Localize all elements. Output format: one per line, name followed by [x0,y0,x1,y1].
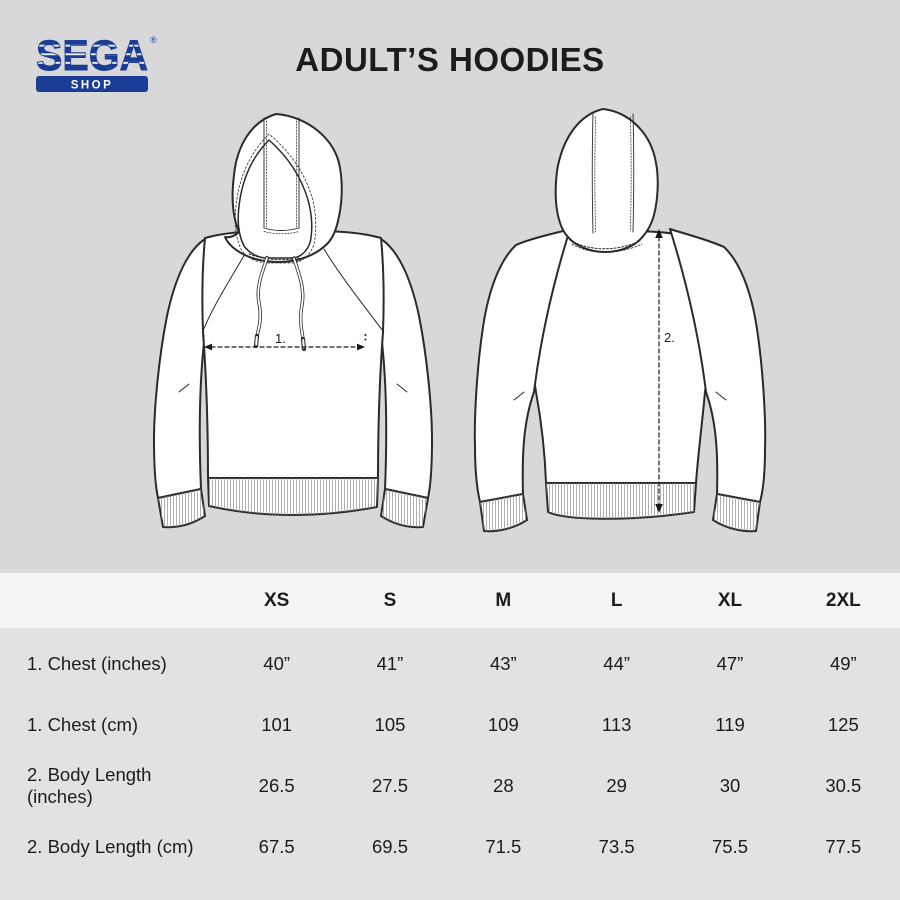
cell-value: 47” [716,652,744,674]
drawstring-aglet-core [255,336,258,346]
back-hem-ribbing [546,483,696,519]
shop-badge-label: SHOP [71,80,114,92]
cell-value: 101 [261,713,293,735]
collar-stitch [571,243,643,253]
table-row-length-cm: 2. Body Length (cm) 67.5 69.5 71.5 73.5 … [0,816,900,877]
cell-value: 49” [829,652,857,674]
size-col-header-xl: XL [717,589,743,611]
size-col-header-2xl: 2XL [825,589,861,611]
front-body [201,230,385,479]
elbow-crease [513,391,525,401]
cell-value: 28 [493,774,514,796]
size-table-header: XS S M L XL 2XL [0,573,900,628]
drawstring-aglet-core [302,339,305,349]
row-label: 2. Body Length (inches) [27,763,152,807]
cell-value: 29 [606,774,627,796]
row-label: 1. Chest (inches) [27,652,167,674]
row-label: 1. Chest (cm) [27,713,139,735]
elbow-crease [715,391,727,401]
cell-value: 105 [374,713,406,735]
raglan-seam [323,248,384,332]
cell-value: 69.5 [371,835,408,857]
sega-shop-logo: SEGA ® SHOP [36,26,186,98]
cell-value: 30.5 [825,774,862,796]
seam-dot [364,338,367,341]
hoodie-front-diagram: 1. [148,110,438,550]
cuff-ribbing [480,494,527,532]
cell-value: 41” [376,652,404,674]
chest-measure-label: 1. [275,331,286,346]
cell-value: 26.5 [258,774,295,796]
hood-opening-stitch [234,133,317,264]
elbow-crease [396,383,408,393]
size-col-header-s: S [383,589,397,611]
hoodie-front-drawing: 1. [153,113,433,529]
seam-dot [202,339,205,342]
front-left-sleeve [153,238,206,499]
cell-value: 43” [489,652,517,674]
cell-value: 44” [603,652,631,674]
size-col-header-l: L [610,589,623,611]
cell-value: 109 [487,713,519,735]
hood-panel-stitch [594,116,596,233]
registered-trademark: ® [150,35,157,45]
cell-value: 75.5 [711,835,748,857]
elbow-crease [178,383,190,393]
arrowhead-down [655,504,663,513]
arrowhead-left [204,343,212,351]
front-right-sleeve [380,238,433,499]
raglan-seam [202,253,246,332]
sega-wordmark: SEGA [36,32,148,80]
page-title: ADULT’S HOODIES [295,41,605,78]
cell-value: 40” [263,652,291,674]
table-row-chest-cm: 1. Chest (cm) 101 105 109 113 119 125 [0,694,900,755]
cuff-ribbing [381,489,428,528]
seam-dot [364,334,367,336]
hood-panel-bottom [263,227,300,231]
hood-panel-seam [591,113,594,234]
collar-stitch [250,257,302,263]
cell-value: 77.5 [825,835,862,857]
cuff-ribbing [713,494,760,532]
seam-dot [202,335,205,337]
hood-opening [237,139,313,259]
cell-value: 67.5 [258,835,295,857]
drawstring-core [256,257,268,337]
cell-value: 119 [715,713,745,735]
cuff-ribbing [158,489,205,528]
front-hem-ribbing [208,478,378,516]
hood-panel-seam [632,113,635,233]
hoodie-back-diagram: 2. [470,105,770,550]
cell-value: 73.5 [598,835,635,857]
size-col-header-xs: XS [263,589,290,611]
cell-value: 30 [719,774,741,796]
size-table: XS S M L XL 2XL 1. Chest (inches) 40” 41… [0,573,900,900]
arrowhead-up [655,229,663,238]
sega-logo-graphic: SEGA ® SHOP [36,32,157,92]
hood-panel-bottom-stitch [263,231,300,235]
cell-value: 27.5 [371,774,408,796]
drawstring-core [293,257,304,340]
cell-value: 125 [827,713,859,735]
arrowhead-right [357,343,365,351]
table-row-chest-inches: 1. Chest (inches) 40” 41” 43” 44” 47” 49… [0,633,900,694]
row-label: 2. Body Length (cm) [27,835,194,857]
size-table-body: 1. Chest (inches) 40” 41” 43” 44” 47” 49… [0,628,900,900]
cell-value: 71.5 [485,835,522,857]
length-measure-label: 2. [664,330,675,345]
size-col-header-m: M [495,589,512,611]
table-row-length-inches: 2. Body Length (inches) 26.5 27.5 28 29 … [0,755,900,816]
hood-panel-stitch [630,116,632,232]
hoodie-back-drawing: 2. [473,108,767,533]
collar-stitch [569,239,641,250]
cell-value: 113 [601,713,632,735]
back-hood [554,108,659,253]
shop-badge [36,76,148,92]
